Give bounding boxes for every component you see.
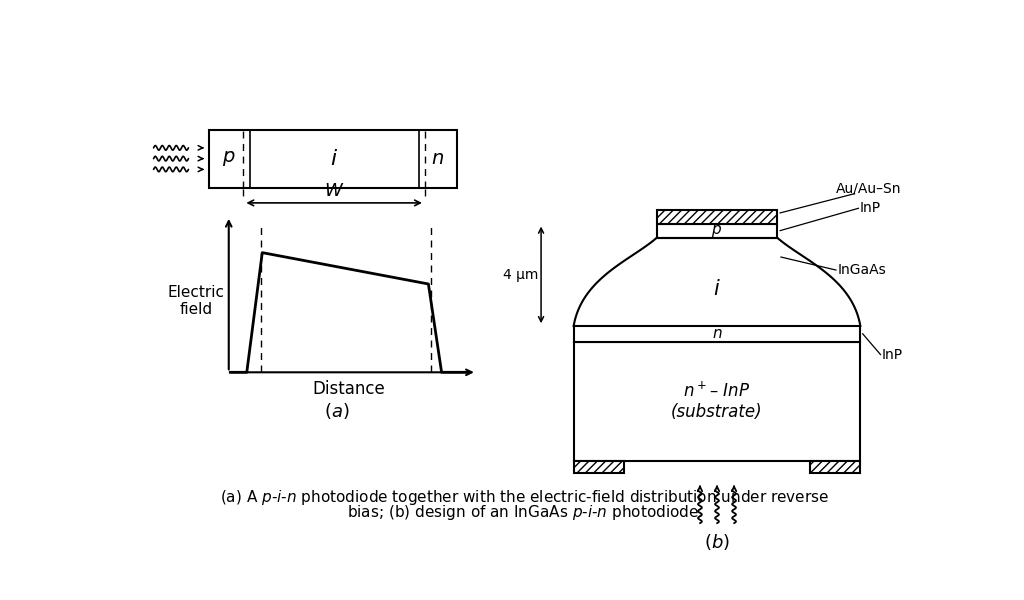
Bar <box>209 130 458 187</box>
Text: $p$: $p$ <box>712 223 723 239</box>
Text: Distance: Distance <box>312 380 385 398</box>
Bar <box>573 326 860 341</box>
Bar <box>810 461 860 473</box>
Text: ($b$): ($b$) <box>705 532 730 553</box>
Bar <box>573 341 860 461</box>
Text: 4 μm: 4 μm <box>503 268 538 282</box>
Text: $n^+$– InP
(substrate): $n^+$– InP (substrate) <box>671 381 763 421</box>
Text: $W$: $W$ <box>324 182 344 200</box>
Text: InP: InP <box>882 349 903 362</box>
Bar <box>657 224 777 238</box>
Bar <box>573 461 624 473</box>
Text: (a) A $p$-$i$-$n$ photodiode together with the electric-field distribution under: (a) A $p$-$i$-$n$ photodiode together wi… <box>220 488 829 508</box>
Text: $i$: $i$ <box>330 149 338 169</box>
Text: $n$: $n$ <box>712 326 722 341</box>
Text: Au/Au–Sn: Au/Au–Sn <box>836 181 901 195</box>
Text: $p$: $p$ <box>222 149 236 168</box>
Text: bias; (b) design of an InGaAs $p$-$i$-$n$ photodiode.: bias; (b) design of an InGaAs $p$-$i$-$n… <box>347 503 702 522</box>
Bar <box>657 210 777 224</box>
Text: Electric
field: Electric field <box>168 285 224 317</box>
Text: InGaAs: InGaAs <box>838 263 886 277</box>
Text: ($a$): ($a$) <box>325 401 350 421</box>
Text: $n$: $n$ <box>431 149 444 168</box>
Text: InP: InP <box>860 201 881 215</box>
Text: $i$: $i$ <box>713 279 721 299</box>
